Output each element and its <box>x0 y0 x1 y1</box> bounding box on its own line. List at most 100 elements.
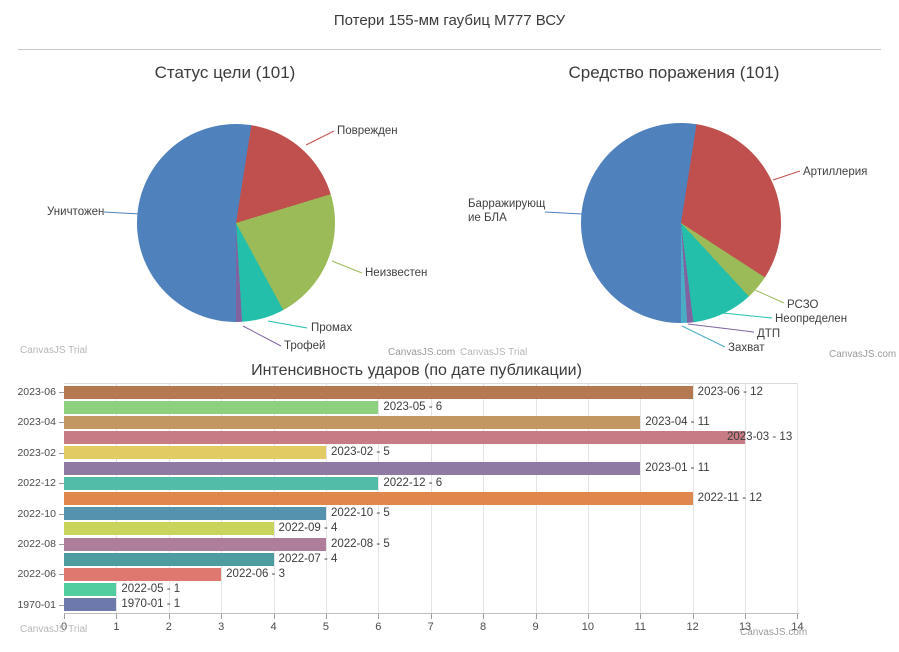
x-axis-tick <box>483 614 485 619</box>
y-axis-label: 2023-04 <box>17 416 56 429</box>
connector-artilleriya <box>772 170 801 181</box>
x-axis-tick <box>273 614 275 619</box>
bar-value-label: 2023-03 - 13 <box>727 431 793 444</box>
slice-label-promah: Промах <box>311 322 353 334</box>
connector-povrezhden <box>305 130 335 146</box>
weapon-pie[interactable] <box>581 123 781 323</box>
bar-2022-12[interactable] <box>64 476 379 490</box>
x-tick-label: 11 <box>634 621 646 633</box>
x-axis-tick <box>535 614 537 619</box>
x-axis-tick <box>587 614 589 619</box>
connector-zahvat <box>681 325 726 348</box>
bar-2022-11[interactable] <box>64 491 693 505</box>
x-axis-tick <box>430 614 432 619</box>
y-axis-label: 2023-02 <box>17 446 56 459</box>
connector-neopredelen <box>722 312 773 319</box>
bar-value-label: 2022-12 - 6 <box>383 476 443 489</box>
bar-2023-05[interactable] <box>64 400 379 414</box>
x-axis-tick <box>640 614 642 619</box>
x-tick-label: 6 <box>375 621 382 633</box>
slice-label-unichtozhen: Уничтожен <box>47 206 105 218</box>
bar-2022-09[interactable] <box>64 522 274 536</box>
bar-value-label: 2023-04 - 11 <box>645 415 710 428</box>
bar-2023-02[interactable] <box>64 446 326 460</box>
bar-2023-03[interactable] <box>64 431 746 445</box>
bar-value-label: 2023-01 - 11 <box>645 461 710 474</box>
x-tick-label: 13 <box>738 621 752 633</box>
x-tick-label: 1 <box>113 621 120 633</box>
y-axis-tick <box>59 513 64 515</box>
y-axis-tick <box>59 544 64 545</box>
y-axis-tick <box>59 392 64 393</box>
y-axis-tick <box>59 604 64 606</box>
connector-trofey <box>242 325 282 347</box>
bar-value-label: 1970-01 - 1 <box>121 598 181 611</box>
status-pie[interactable] <box>137 124 335 322</box>
x-axis-tick <box>378 614 380 619</box>
intensity-plot-area: 0 1 2 3 4 5 6 7 8 9 10 11 12 13 14 2023-06 - 12 2023-05 … <box>0 383 899 652</box>
slice-label-bla: Барражирующие БЛА <box>468 198 546 224</box>
x-axis-tick <box>692 614 694 619</box>
canvasjs-trial-watermark: CanvasJS Trial <box>460 347 528 358</box>
connector-unichtozhen <box>103 211 141 215</box>
gridline <box>797 383 799 613</box>
canvasjs-link[interactable]: CanvasJS.com <box>740 627 808 638</box>
slice-label-artilleriya: Артиллерия <box>803 166 868 178</box>
bar-value-label: 2022-05 - 1 <box>121 583 181 596</box>
x-axis-tick <box>221 614 223 619</box>
slice-label-povrezhden: Поврежден <box>337 125 398 137</box>
x-tick-label: 2 <box>165 621 172 633</box>
y-axis-label: 2022-08 <box>17 538 56 550</box>
y-axis-tick <box>59 422 64 424</box>
status-chart-title: Статус цели (101) <box>154 63 296 82</box>
slice-label-zahvat: Захват <box>728 342 765 354</box>
x-tick-label: 7 <box>427 621 434 633</box>
bar-2022-10[interactable] <box>64 507 326 521</box>
bar-value-label: 2022-06 - 3 <box>226 567 285 580</box>
canvasjs-trial-watermark: CanvasJS Trial <box>20 345 88 356</box>
bar-2023-04[interactable] <box>64 415 641 429</box>
bar-value-label: 2023-05 - 6 <box>383 400 443 413</box>
weapon-pie-chart: Средство поражения (101) Барражирующие Б… <box>449 55 899 360</box>
canvasjs-link[interactable]: CanvasJS.com <box>388 347 456 358</box>
y-axis-tick <box>59 574 64 576</box>
bar-2022-08[interactable] <box>64 537 326 551</box>
bar-2022-06[interactable] <box>64 567 222 581</box>
bar-value-label: 2022-08 - 5 <box>330 537 390 550</box>
x-axis-line <box>64 613 799 614</box>
connector-promah <box>267 320 308 329</box>
y-axis-tick <box>59 483 64 485</box>
x-tick-label: 5 <box>322 621 329 633</box>
y-axis-label: 1970-01 <box>17 598 56 611</box>
bar-value-label: 2022-09 - 4 <box>278 522 338 535</box>
x-tick-label: 4 <box>270 621 277 633</box>
canvasjs-link[interactable]: CanvasJS.com <box>829 349 897 360</box>
x-axis-tick <box>325 614 327 619</box>
page-title: Потери 155-мм гаубиц M777 ВСУ <box>333 12 566 29</box>
bar-value-label: 2022-11 - 12 <box>697 491 763 504</box>
x-tick-label: 3 <box>218 621 225 633</box>
bar-value-label: 2022-10 - 5 <box>330 507 390 520</box>
x-axis-tick <box>64 614 65 619</box>
connector-rszo <box>754 289 785 304</box>
title-divider <box>18 49 881 50</box>
connector-neizvesten <box>331 260 363 274</box>
x-axis-tick <box>745 614 747 619</box>
x-tick-label: 14 <box>791 621 804 633</box>
bar-1970-01[interactable] <box>64 598 117 612</box>
slice-label-neizvesten: Неизвестен <box>365 267 428 279</box>
bar-2022-05[interactable] <box>64 583 117 597</box>
y-axis-label: 2022-10 <box>17 507 56 520</box>
intensity-chart-title: Интенсивность ударов (по дате публикации… <box>251 362 582 379</box>
bar-value-label: 2023-06 - 12 <box>697 385 763 398</box>
x-axis-tick <box>797 614 799 619</box>
slice-label-rszo: РСЗО <box>787 299 819 311</box>
connector-dtp <box>687 323 755 333</box>
bar-2023-01[interactable] <box>64 461 641 475</box>
slice-label-trofey: Трофей <box>284 340 326 352</box>
x-axis-tick <box>168 614 170 619</box>
slice-label-dtp: ДТП <box>757 328 781 340</box>
bar-2022-07[interactable] <box>64 552 274 566</box>
bar-2023-06[interactable] <box>64 385 693 399</box>
